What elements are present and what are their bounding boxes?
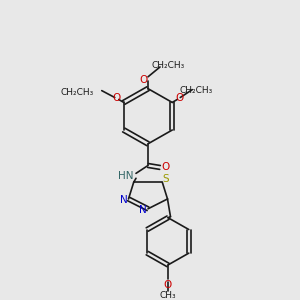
Text: O: O — [162, 163, 170, 172]
Text: CH₂CH₃: CH₂CH₃ — [61, 88, 94, 97]
Text: O: O — [112, 92, 121, 103]
Text: S: S — [162, 174, 169, 184]
Text: O: O — [139, 75, 147, 85]
Text: N: N — [139, 205, 147, 215]
Text: O: O — [175, 92, 183, 103]
Text: HN: HN — [118, 171, 134, 181]
Text: N: N — [120, 195, 128, 205]
Text: CH₂CH₃: CH₂CH₃ — [152, 61, 184, 70]
Text: CH₃: CH₃ — [160, 291, 176, 300]
Text: O: O — [164, 280, 172, 290]
Text: CH₂CH₃: CH₂CH₃ — [180, 86, 213, 95]
